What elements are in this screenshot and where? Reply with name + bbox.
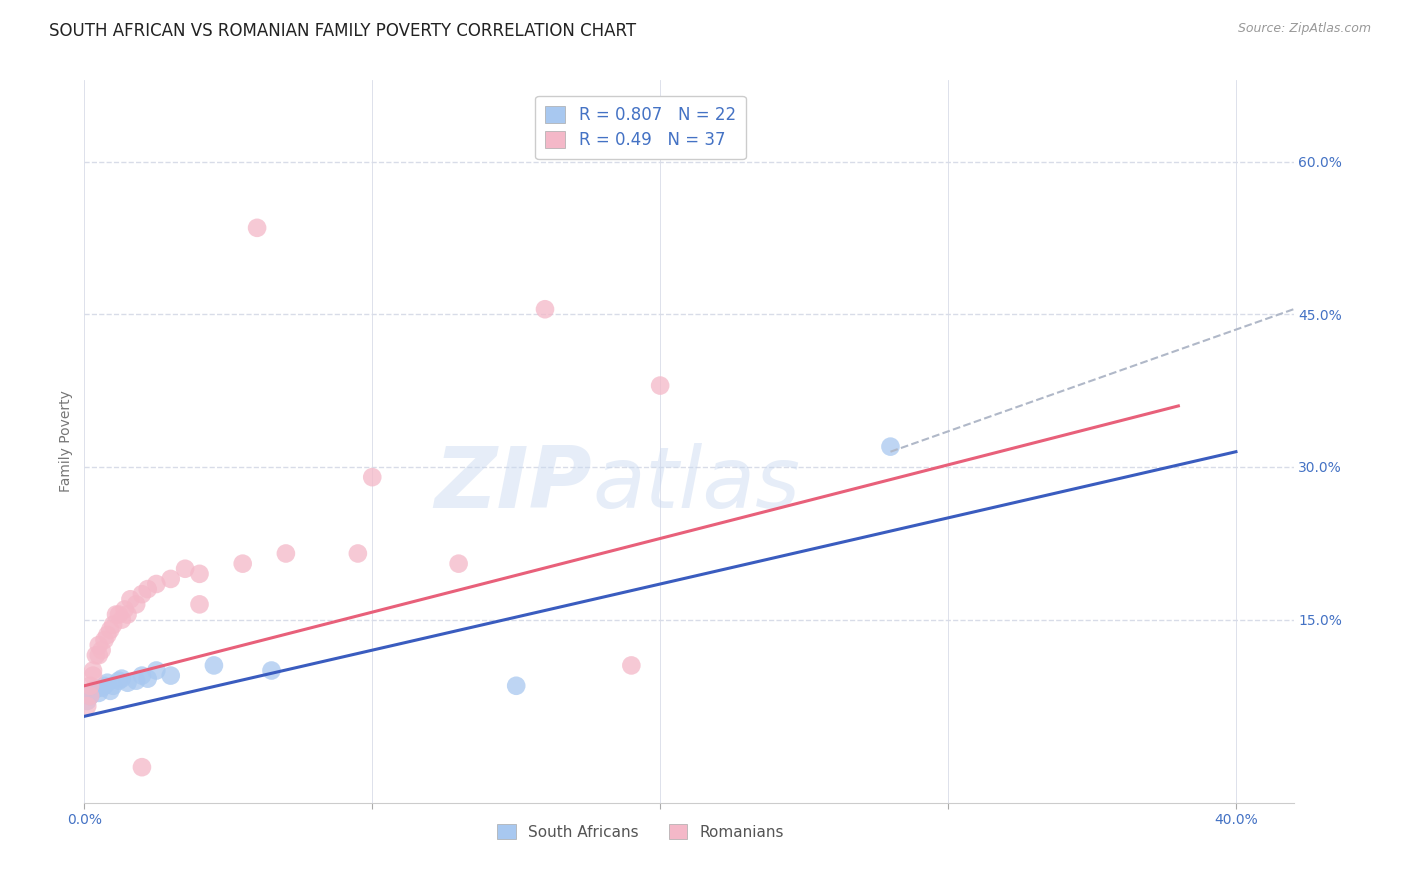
Point [145, 664, 167, 678]
Point [136, 672, 159, 686]
Legend: South Africans, Romanians: South Africans, Romanians [491, 818, 790, 846]
Point [82, 664, 104, 678]
Point [274, 546, 297, 560]
Text: SOUTH AFRICAN VS ROMANIAN FAMILY POVERTY CORRELATION CHART: SOUTH AFRICAN VS ROMANIAN FAMILY POVERTY… [49, 22, 637, 40]
Point [93, 679, 115, 693]
Point [90, 681, 112, 695]
Point [101, 679, 124, 693]
Point [76, 699, 98, 714]
Y-axis label: Family Poverty: Family Poverty [59, 391, 73, 492]
Point [125, 673, 148, 688]
Point [145, 577, 167, 591]
Point [117, 675, 139, 690]
Point [82, 684, 104, 698]
Point [98, 623, 121, 637]
Point [108, 607, 131, 622]
Point [101, 617, 124, 632]
Point [246, 220, 269, 235]
Point [96, 628, 118, 642]
Point [159, 668, 181, 682]
Point [131, 760, 153, 774]
Point [79, 689, 101, 703]
Point [90, 643, 112, 657]
Point [111, 613, 134, 627]
Point [87, 648, 110, 663]
Point [96, 675, 118, 690]
Point [620, 658, 643, 673]
Point [117, 607, 139, 622]
Point [505, 679, 527, 693]
Point [93, 632, 115, 647]
Point [136, 582, 159, 596]
Point [120, 592, 142, 607]
Point [84, 681, 107, 696]
Text: Source: ZipAtlas.com: Source: ZipAtlas.com [1237, 22, 1371, 36]
Point [84, 648, 107, 663]
Point [650, 378, 672, 392]
Point [131, 668, 153, 682]
Point [174, 562, 197, 576]
Point [202, 658, 225, 673]
Point [87, 638, 110, 652]
Point [108, 673, 131, 688]
Point [125, 598, 148, 612]
Point [232, 557, 254, 571]
Point [347, 546, 370, 560]
Text: ZIP: ZIP [434, 443, 592, 526]
Point [534, 302, 557, 317]
Point [188, 566, 211, 581]
Point [87, 686, 110, 700]
Point [361, 470, 384, 484]
Point [79, 689, 101, 703]
Point [79, 679, 101, 693]
Point [131, 587, 153, 601]
Text: atlas: atlas [592, 443, 800, 526]
Point [111, 672, 134, 686]
Point [114, 602, 136, 616]
Point [105, 607, 128, 622]
Point [82, 668, 104, 682]
Point [159, 572, 181, 586]
Point [260, 664, 283, 678]
Point [98, 684, 121, 698]
Point [447, 557, 470, 571]
Point [188, 598, 211, 612]
Point [879, 440, 901, 454]
Point [76, 694, 98, 708]
